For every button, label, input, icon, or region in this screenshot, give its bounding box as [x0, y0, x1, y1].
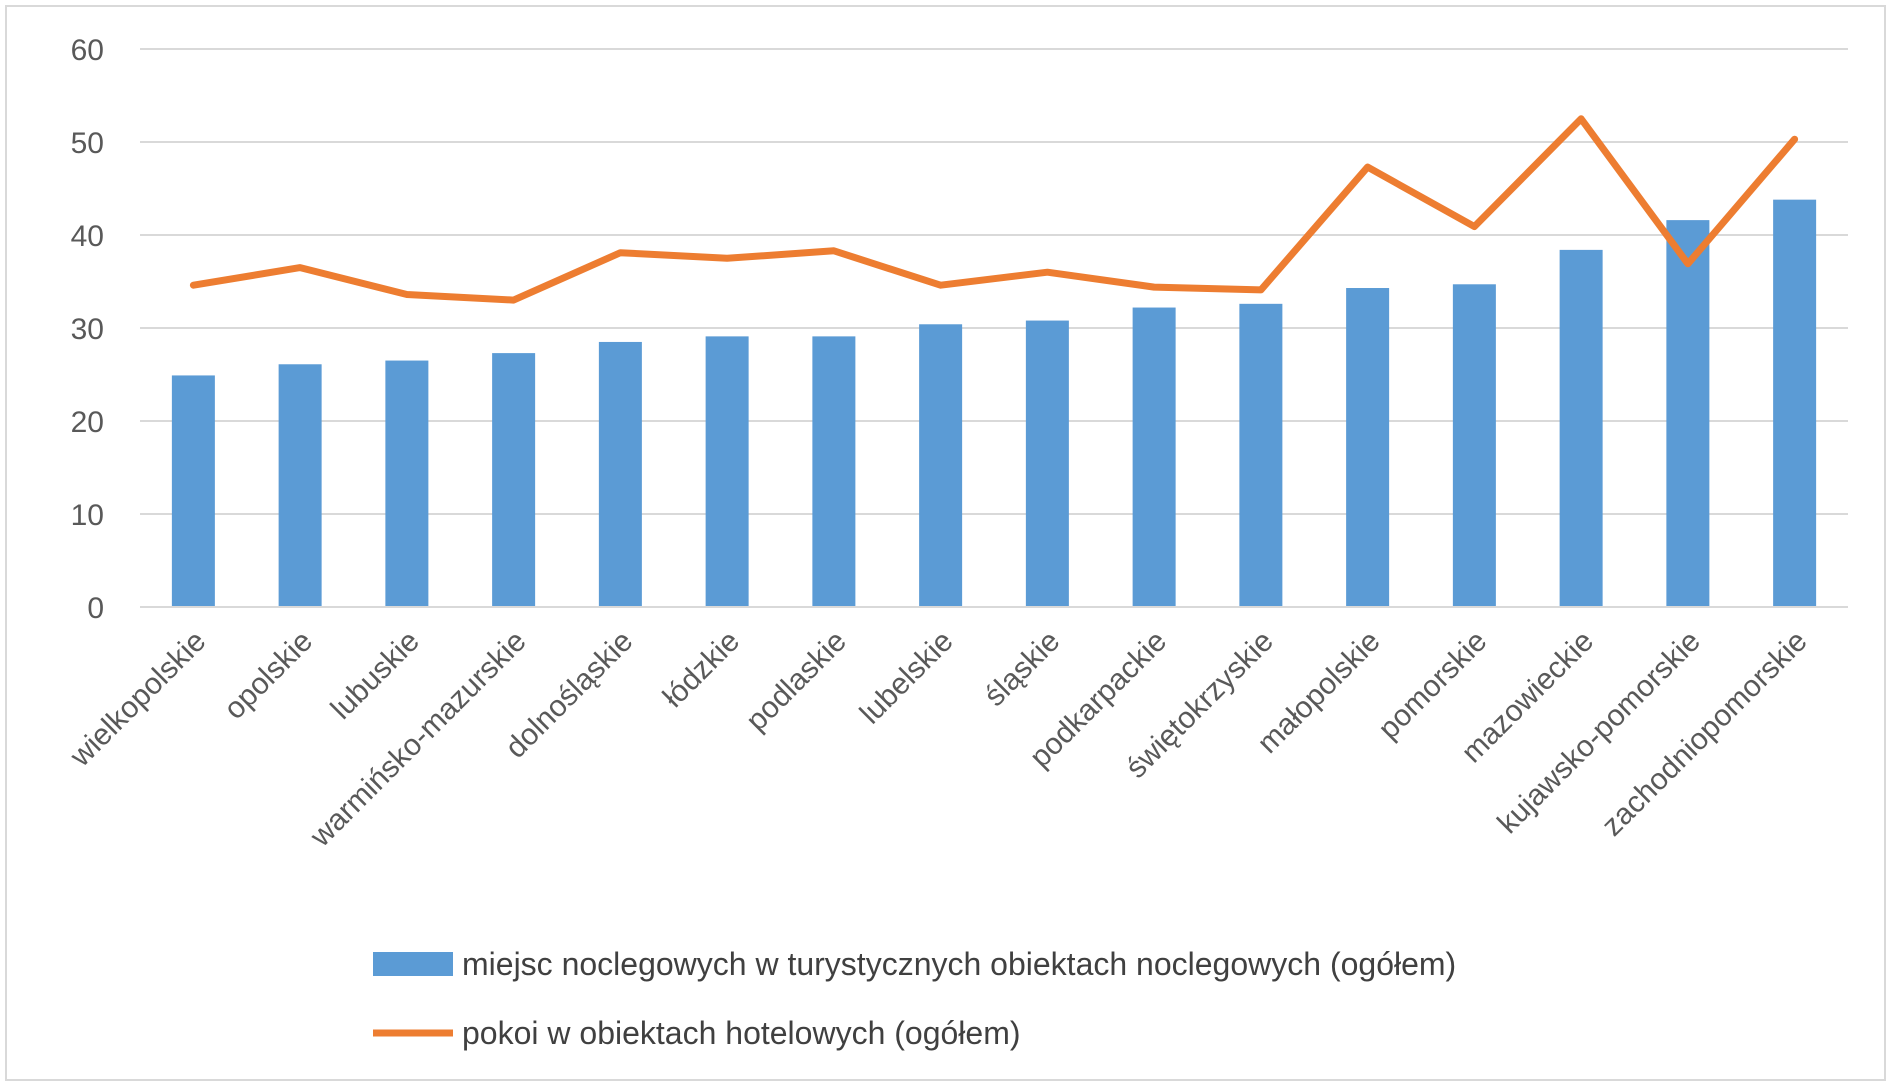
legend-bar-swatch — [373, 952, 453, 976]
y-tick-label: 40 — [71, 220, 104, 253]
bar — [1025, 320, 1069, 607]
bar — [385, 360, 429, 607]
x-tick-label: kujawsko-pomorskie — [1491, 625, 1707, 841]
legend-bar-label: miejsc noclegowych w turystycznych obiek… — [462, 946, 1456, 982]
x-tick-label: łódzkie — [657, 625, 746, 714]
bar — [1132, 307, 1176, 607]
bar — [1559, 249, 1603, 607]
bar — [812, 336, 856, 607]
bar — [492, 353, 536, 607]
bar — [1452, 284, 1496, 607]
bar — [278, 364, 322, 607]
legend: miejsc noclegowych w turystycznych obiek… — [373, 946, 1456, 1051]
y-tick-label: 10 — [71, 499, 104, 532]
x-tick-label: podlaskie — [740, 625, 853, 738]
bar — [598, 341, 642, 607]
bar-series — [171, 199, 1817, 607]
bar — [1346, 288, 1390, 607]
bar — [1773, 199, 1817, 607]
x-tick-label: śląskie — [978, 625, 1066, 713]
y-tick-label: 50 — [71, 127, 104, 160]
bar — [171, 375, 215, 607]
bar — [705, 336, 749, 607]
y-tick-label: 20 — [71, 406, 104, 439]
line-series — [189, 115, 1799, 304]
x-tick-label: wielkopolskie — [63, 625, 212, 774]
x-tick-label: lubuskie — [325, 625, 426, 726]
bar — [1666, 220, 1710, 607]
x-tick-label: warmińsko-mazurskie — [303, 625, 532, 854]
x-axis-labels: wielkopolskie opolskie lubuskiewarmińsko-m… — [63, 625, 1813, 854]
x-tick-label: lubelskie — [854, 625, 960, 731]
x-tick-label: zachodniopomorskie — [1596, 625, 1814, 843]
x-tick-label: opolskie — [218, 625, 319, 726]
legend-line-label: pokoi w obiektach hotelowych (ogółem) — [462, 1015, 1021, 1051]
y-tick-label: 60 — [71, 34, 104, 67]
bar — [919, 324, 963, 607]
bar — [1239, 303, 1283, 607]
series-line — [189, 115, 1799, 304]
y-tick-label: 30 — [71, 313, 104, 346]
y-axis: 0 10 20 30 40 50 60 — [71, 34, 104, 625]
y-tick-label: 0 — [87, 592, 104, 625]
